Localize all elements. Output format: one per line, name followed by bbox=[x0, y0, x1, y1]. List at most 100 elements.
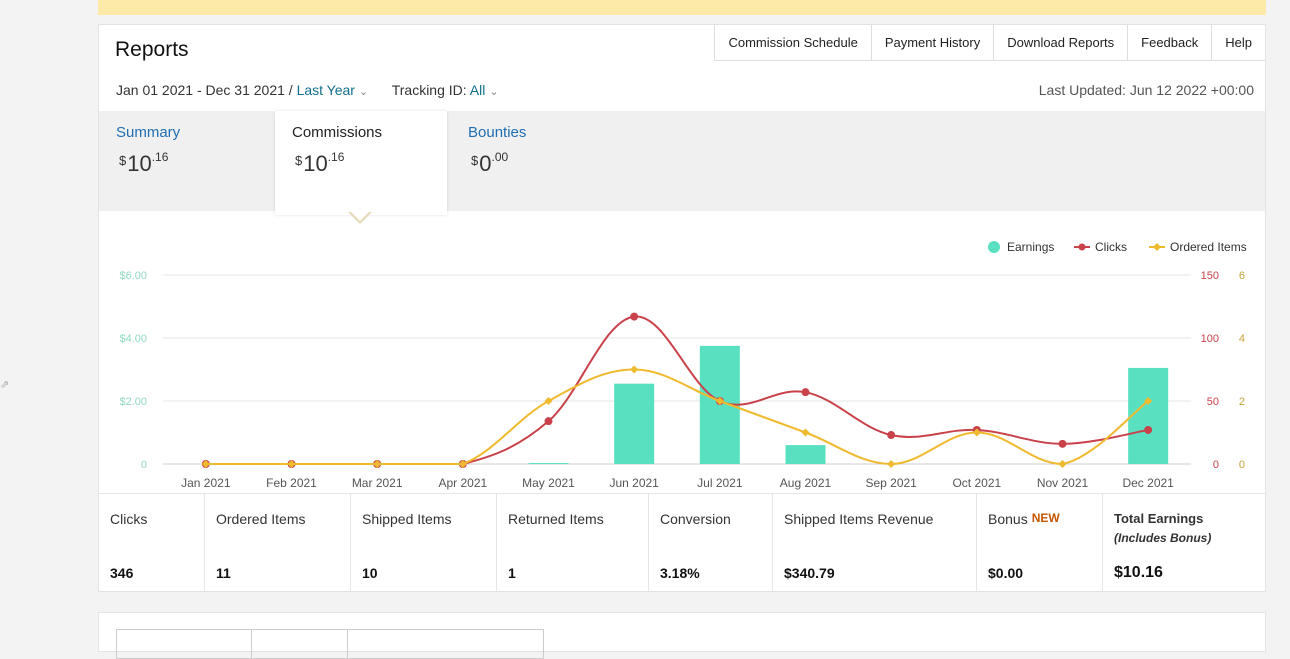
y-right2-tick-label: 2 bbox=[1239, 396, 1245, 408]
period-dropdown[interactable]: Last Year ⌄ bbox=[297, 82, 369, 98]
stat-value: 346 bbox=[110, 565, 134, 581]
commission-schedule-link[interactable]: Commission Schedule bbox=[715, 25, 872, 60]
x-tick-label: Jun 2021 bbox=[609, 476, 659, 490]
ordered-items-point bbox=[373, 460, 382, 468]
stat-sublabel: (Includes Bonus) bbox=[1114, 531, 1212, 545]
legend-earnings-swatch bbox=[988, 241, 1000, 253]
ordered-items-point bbox=[458, 460, 467, 468]
download-reports-link[interactable]: Download Reports bbox=[994, 25, 1129, 60]
stat-label: Bonus NEW bbox=[988, 511, 1060, 527]
stat-value: 11 bbox=[216, 565, 231, 581]
new-badge: NEW bbox=[1031, 511, 1060, 525]
x-tick-label: Sep 2021 bbox=[865, 476, 917, 490]
x-tick-label: Apr 2021 bbox=[438, 476, 487, 490]
stat-label: Conversion bbox=[660, 511, 731, 527]
x-tick-label: Feb 2021 bbox=[266, 476, 317, 490]
x-tick-label: Nov 2021 bbox=[1037, 476, 1089, 490]
chevron-down-icon[interactable]: ⌄ bbox=[489, 86, 499, 98]
tracking-id-value[interactable]: All bbox=[469, 82, 486, 98]
ordered-items-point bbox=[1144, 397, 1153, 405]
payment-history-link[interactable]: Payment History bbox=[872, 25, 995, 60]
y-left-tick-label: $6.00 bbox=[119, 270, 147, 282]
clicks-point bbox=[630, 312, 639, 321]
y-right2-tick-label: 4 bbox=[1239, 333, 1245, 345]
clicks-point bbox=[1144, 425, 1153, 434]
period-dropdown-label[interactable]: Last Year bbox=[296, 82, 355, 98]
y-right1-tick-label: 50 bbox=[1207, 396, 1219, 408]
ordered-items-point bbox=[287, 460, 296, 468]
clicks-point bbox=[544, 417, 553, 426]
tab-commissions-label[interactable]: Commissions bbox=[292, 124, 383, 141]
earnings-bar bbox=[614, 383, 655, 464]
ordered-items-point bbox=[801, 428, 810, 437]
date-range-text: Jan 01 2021 - Dec 31 2021 / bbox=[116, 82, 293, 98]
stat-value: 10 bbox=[362, 565, 378, 581]
page-title: Reports bbox=[115, 38, 189, 61]
details-tabbar[interactable] bbox=[116, 629, 544, 659]
stat-label: Clicks bbox=[110, 511, 148, 527]
y-right1-tick-label: 0 bbox=[1213, 459, 1219, 471]
y-left-tick-label: 0 bbox=[141, 459, 147, 471]
stat-label: Shipped Items Revenue bbox=[784, 511, 934, 527]
x-tick-label: Aug 2021 bbox=[780, 476, 832, 490]
stat-returned-items: Returned Items 1 bbox=[497, 494, 649, 592]
y-right2-tick-label: 6 bbox=[1239, 270, 1245, 282]
ordered-items-point bbox=[544, 397, 553, 405]
stat-value: 1 bbox=[508, 565, 516, 581]
stat-label: Returned Items bbox=[508, 511, 604, 527]
tab-commissions[interactable]: Commissions $10.16 bbox=[275, 111, 447, 215]
stat-shipped-items-revenue: Shipped Items Revenue $340.79 bbox=[773, 494, 977, 592]
feedback-link[interactable]: Feedback bbox=[1128, 25, 1213, 60]
clicks-point bbox=[1058, 439, 1067, 448]
x-tick-label: Jan 2021 bbox=[181, 476, 231, 490]
ordered-items-point bbox=[972, 428, 981, 437]
report-filters: Jan 01 2021 - Dec 31 2021 / Last Year ⌄ T… bbox=[116, 82, 499, 98]
stats-bar: Clicks 346 Ordered Items 11 Shipped Item… bbox=[99, 493, 1265, 592]
ordered-items-point bbox=[630, 365, 639, 374]
stat-bonus: Bonus NEW $0.00 bbox=[977, 494, 1103, 592]
tab-bounties[interactable]: Bounties $0.00 bbox=[451, 111, 623, 211]
tab-commissions-value: $10.16 bbox=[295, 149, 345, 176]
stat-shipped-items: Shipped Items 10 bbox=[351, 494, 497, 592]
help-link[interactable]: Help bbox=[1225, 35, 1252, 50]
report-tabs: Summary $10.16 Commissions $10.16 Bounti… bbox=[99, 111, 1265, 215]
ordered-items-point bbox=[887, 460, 896, 468]
x-tick-label: Dec 2021 bbox=[1122, 476, 1174, 490]
x-tick-label: Oct 2021 bbox=[952, 476, 1001, 490]
stat-value: $340.79 bbox=[784, 565, 835, 581]
clicks-point bbox=[801, 388, 810, 397]
y-left-tick-label: $2.00 bbox=[119, 396, 147, 408]
tracking-id-dropdown[interactable]: All ⌄ bbox=[470, 82, 499, 98]
y-right1-tick-label: 100 bbox=[1201, 333, 1219, 345]
tab-summary-value: $10.16 bbox=[119, 149, 169, 176]
tab-summary[interactable]: Summary $10.16 bbox=[99, 111, 271, 211]
x-tick-label: Jul 2021 bbox=[697, 476, 743, 490]
reports-card: Reports Commission Schedule Payment Hist… bbox=[98, 24, 1266, 592]
tab-summary-label[interactable]: Summary bbox=[116, 124, 181, 141]
legend-earnings-label: Earnings bbox=[1007, 240, 1054, 254]
chevron-down-icon[interactable]: ⌄ bbox=[358, 86, 369, 98]
ordered-items-point bbox=[201, 460, 210, 468]
active-tab-pointer bbox=[348, 211, 372, 224]
ordered-items-point bbox=[715, 397, 724, 405]
stat-ordered-items: Ordered Items 11 bbox=[205, 494, 351, 592]
stat-label: Total Earnings bbox=[1114, 511, 1204, 526]
stat-clicks: Clicks 346 bbox=[99, 494, 205, 592]
stat-total-earnings: Total Earnings (Includes Bonus) $10.16 bbox=[1103, 494, 1265, 592]
details-card bbox=[98, 612, 1266, 659]
tab-bounties-label[interactable]: Bounties bbox=[468, 124, 527, 141]
stat-conversion: Conversion 3.18% bbox=[649, 494, 773, 592]
y-left-tick-label: $4.00 bbox=[119, 333, 147, 345]
stat-value: 3.18% bbox=[660, 565, 700, 581]
stat-label: Ordered Items bbox=[216, 511, 306, 527]
notification-banner bbox=[98, 0, 1266, 15]
y-right1-tick-label: 150 bbox=[1201, 270, 1219, 282]
clicks-point bbox=[887, 431, 896, 440]
y-right2-tick-label: 0 bbox=[1239, 459, 1245, 471]
earnings-bar bbox=[528, 463, 569, 464]
top-navigation: Commission Schedule Payment History Down… bbox=[714, 25, 1265, 61]
stat-value: $10.16 bbox=[1114, 564, 1163, 581]
tab-bounties-value: $0.00 bbox=[471, 149, 509, 176]
earnings-bar bbox=[785, 445, 826, 464]
legend-ordered-items-label: Ordered Items bbox=[1170, 240, 1247, 254]
